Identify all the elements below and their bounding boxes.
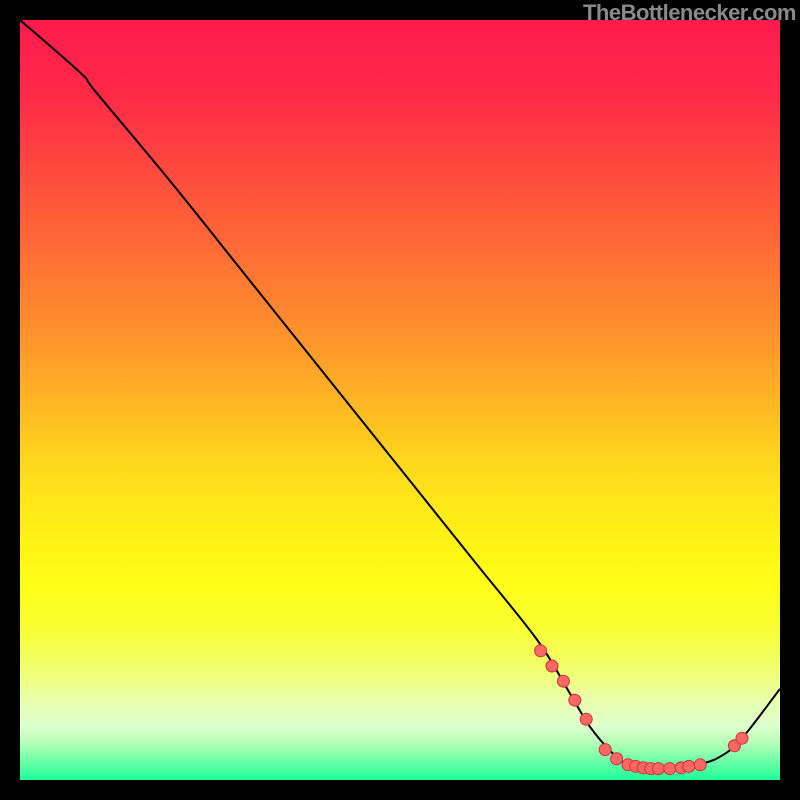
data-marker xyxy=(546,660,558,672)
data-marker xyxy=(535,645,547,657)
data-marker xyxy=(736,732,748,744)
data-marker xyxy=(683,760,695,772)
data-marker xyxy=(557,675,569,687)
chart-container: TheBottlenecker.com xyxy=(0,0,800,800)
data-marker xyxy=(664,763,676,775)
data-marker xyxy=(599,744,611,756)
data-marker xyxy=(694,759,706,771)
chart-svg xyxy=(20,20,780,780)
data-marker xyxy=(580,713,592,725)
data-marker xyxy=(652,763,664,775)
data-marker xyxy=(611,753,623,765)
gradient-background xyxy=(20,20,780,780)
data-marker xyxy=(569,694,581,706)
plot-area xyxy=(20,20,780,780)
